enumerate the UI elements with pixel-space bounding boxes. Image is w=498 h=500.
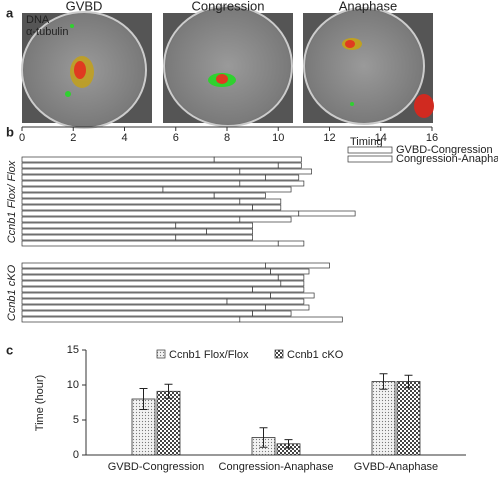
- bar-segment: [239, 216, 292, 223]
- bar-segment: [21, 268, 271, 275]
- y-tick-label: 0: [73, 449, 79, 461]
- bar-segment: [252, 204, 282, 211]
- bar-segment: [265, 262, 330, 269]
- legend-swatch: [347, 155, 393, 163]
- channel-label: α-tubulin: [26, 26, 68, 38]
- image-title: Anaphase: [339, 0, 398, 13]
- bar-segment: [21, 168, 241, 175]
- panel-label: a: [6, 5, 14, 20]
- bar-segment: [265, 174, 300, 181]
- bar-segment: [270, 292, 315, 299]
- image-title: Congression: [192, 0, 265, 13]
- micrograph: [163, 5, 293, 127]
- bar: [371, 381, 396, 456]
- bar-segment: [213, 156, 302, 163]
- bar-segment: [175, 234, 253, 241]
- legend-title: Timing: [350, 136, 383, 148]
- bar: [396, 381, 421, 456]
- legend-swatch: [156, 349, 166, 359]
- bar-segment: [298, 210, 356, 217]
- group-label: Ccnb1 cKO: [6, 264, 18, 321]
- bar-segment: [21, 198, 241, 205]
- y-axis-label: Time (hour): [34, 375, 46, 431]
- y-tick-label: 5: [73, 414, 79, 426]
- legend-swatch: [274, 349, 284, 359]
- y-tick-label: 15: [67, 344, 79, 356]
- legend-label: Congression-Anaphase: [396, 153, 498, 165]
- error-bar: [404, 374, 413, 389]
- bar-segment: [21, 174, 266, 181]
- error-bar: [284, 439, 293, 449]
- group-label: Ccnb1 Flox/ Flox: [6, 160, 18, 243]
- x-tick-label: 4: [121, 132, 127, 144]
- y-tick-label: 10: [67, 379, 79, 391]
- bar-segment: [162, 186, 292, 193]
- bar-segment: [21, 298, 228, 305]
- legend-label: Ccnb1 Flox/Flox: [169, 349, 249, 361]
- bar-segment: [270, 268, 310, 275]
- bar-segment: [21, 222, 177, 229]
- bar-segment: [21, 292, 271, 299]
- error-bar: [379, 373, 388, 390]
- bar-segment: [213, 192, 266, 199]
- bar-segment: [21, 304, 266, 311]
- legend-label: GVBD-Congression: [396, 144, 493, 156]
- bar-segment: [21, 216, 241, 223]
- bar-segment: [252, 286, 305, 293]
- x-tick-label: 10: [272, 132, 284, 144]
- bar: [156, 390, 181, 456]
- x-tick-label: Congression-Anaphase: [219, 461, 334, 473]
- bar-segment: [21, 210, 300, 217]
- bar-segment: [175, 222, 253, 229]
- bar-segment: [21, 180, 241, 187]
- bar-segment: [21, 186, 164, 193]
- error-bar: [259, 427, 268, 448]
- bar-segment: [21, 262, 266, 269]
- bar-segment: [277, 240, 305, 247]
- bar-segment: [206, 228, 253, 235]
- image-title: GVBD: [66, 0, 103, 13]
- x-tick-label: 2: [70, 132, 76, 144]
- bar-segment: [21, 316, 241, 323]
- bar-segment: [21, 240, 279, 247]
- bar-segment: [21, 280, 282, 287]
- x-tick-label: 6: [173, 132, 179, 144]
- bar-segment: [21, 286, 253, 293]
- x-tick-label: GVBD-Congression: [108, 461, 205, 473]
- bar-segment: [265, 304, 310, 311]
- x-tick-label: GVBD-Anaphase: [354, 461, 438, 473]
- x-tick-label: 0: [19, 132, 25, 144]
- bar-segment: [239, 316, 343, 323]
- bar-segment: [277, 274, 305, 281]
- micrograph: [21, 11, 152, 129]
- bar-segment: [21, 162, 279, 169]
- error-bar: [139, 388, 148, 410]
- bar-segment: [21, 228, 207, 235]
- bar-segment: [21, 156, 215, 163]
- channel-label: DNA: [26, 14, 50, 26]
- bar-segment: [21, 234, 177, 241]
- bar-segment: [239, 168, 312, 175]
- bar-segment: [226, 298, 305, 305]
- bar-segment: [239, 198, 282, 205]
- panel-label: c: [6, 342, 13, 357]
- bar-segment: [252, 310, 292, 317]
- bar-segment: [21, 310, 253, 317]
- x-tick-label: 14: [375, 132, 387, 144]
- bar-segment: [21, 274, 279, 281]
- bar-segment: [239, 180, 305, 187]
- panel-label: b: [6, 124, 14, 139]
- bar-segment: [277, 162, 302, 169]
- x-tick-label: 16: [426, 132, 438, 144]
- bar-segment: [21, 204, 253, 211]
- micrograph: [303, 7, 434, 125]
- bar-segment: [280, 280, 305, 287]
- legend-swatch: [347, 146, 393, 154]
- bar-segment: [21, 192, 215, 199]
- x-tick-label: 8: [224, 132, 230, 144]
- error-bar: [164, 383, 173, 399]
- x-tick-label: 12: [323, 132, 335, 144]
- legend-label: Ccnb1 cKO: [287, 349, 344, 361]
